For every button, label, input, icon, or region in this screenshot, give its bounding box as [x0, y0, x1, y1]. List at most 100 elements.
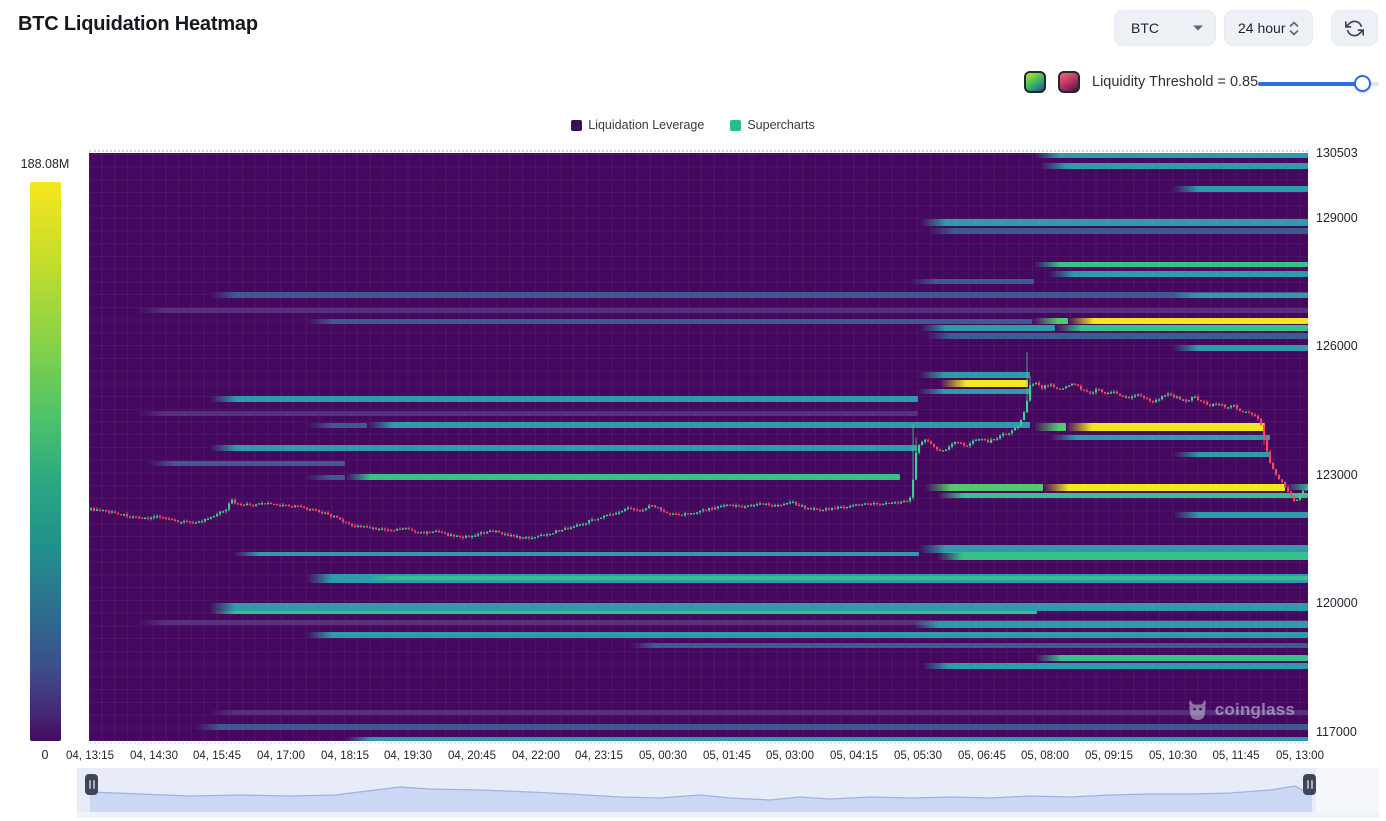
legend-item-1[interactable]: Supercharts — [730, 118, 815, 132]
heatmap-band — [629, 642, 1308, 648]
refresh-icon — [1345, 20, 1364, 36]
heatmap-band — [1040, 163, 1308, 169]
coinglass-logo-icon — [1188, 700, 1206, 720]
refresh-button[interactable] — [1331, 10, 1378, 46]
heatmap-band — [940, 379, 1028, 387]
heatmap-band — [919, 545, 1308, 554]
legend-swatch-icon — [571, 119, 583, 131]
liquidation-heatmap-plot[interactable]: coinglass — [89, 153, 1308, 741]
heatmap-band — [920, 325, 1055, 331]
time-axis-label: 05, 13:00 — [1276, 750, 1324, 762]
heatmap-band — [1172, 292, 1308, 298]
colorbar-max-label: 188.08M — [20, 157, 70, 171]
slider-thumb[interactable] — [1353, 75, 1371, 92]
time-axis-label: 05, 00:30 — [639, 750, 687, 762]
heatmap-band — [210, 445, 917, 452]
heatmap-band — [307, 318, 1032, 324]
candlestick-layer — [90, 352, 1308, 541]
symbol-select-value: BTC — [1131, 20, 1159, 36]
heatmap-band — [925, 333, 1308, 339]
heatmap-band — [1173, 451, 1270, 457]
time-axis-label: 05, 08:00 — [1021, 750, 1069, 762]
heatmap-band — [1043, 483, 1285, 491]
heatmap-band — [1173, 512, 1308, 519]
interval-select[interactable]: 24 hour — [1224, 10, 1313, 46]
time-axis-label: 04, 18:15 — [321, 750, 369, 762]
price-axis-label: 117000 — [1316, 725, 1357, 739]
heatmap-band — [306, 632, 1308, 639]
time-axis-label: 04, 17:00 — [257, 750, 305, 762]
plot-right-border — [1308, 153, 1310, 741]
heatmap-band — [1034, 153, 1308, 158]
slider-fill — [1258, 82, 1363, 86]
heatmap-band — [928, 228, 1308, 234]
time-axis-label: 04, 14:30 — [130, 750, 178, 762]
heatmap-band — [925, 483, 1043, 491]
legend-swatch-icon — [730, 119, 742, 131]
heatmap-band — [209, 610, 1037, 614]
heatmap-band — [918, 388, 1030, 394]
time-axis-label: 05, 03:00 — [766, 750, 814, 762]
colormap-swatch-red-icon[interactable] — [1058, 71, 1080, 93]
heatmap-band — [1032, 318, 1068, 324]
price-axis-label: 123000 — [1316, 468, 1358, 482]
symbol-select[interactable]: BTC — [1114, 10, 1216, 46]
heatmap-band — [195, 724, 1308, 731]
price-axis-label: 129000 — [1316, 211, 1358, 225]
time-axis-label: 04, 22:00 — [512, 750, 560, 762]
coinglass-watermark: coinglass — [1187, 699, 1295, 721]
time-axis-label: 05, 05:30 — [894, 750, 942, 762]
liquidity-threshold-slider[interactable] — [1258, 75, 1379, 92]
heatmap-band — [209, 603, 1308, 612]
colormap-swatch-green-icon[interactable] — [1024, 71, 1046, 93]
heatmap-band — [918, 372, 1030, 378]
heatmap-band — [1068, 318, 1308, 324]
heatmap-band — [210, 396, 918, 402]
time-axis-label: 04, 15:45 — [193, 750, 241, 762]
heatmap-band — [1055, 325, 1308, 331]
coinglass-watermark-text: coinglass — [1214, 700, 1295, 719]
heatmap-band — [1035, 655, 1308, 662]
heatmap-band — [1172, 345, 1308, 351]
heatmap-band — [138, 307, 1308, 313]
chevron-down-icon — [1193, 25, 1203, 31]
unfold-more-icon — [1289, 21, 1299, 35]
heatmap-band — [1050, 434, 1270, 440]
heatmap-band — [148, 460, 345, 466]
heatmap-band — [910, 278, 1034, 284]
interval-select-value: 24 hour — [1238, 20, 1286, 36]
heatmap-band — [345, 736, 1308, 741]
heatmap-band — [345, 474, 900, 481]
heatmap-band — [922, 663, 1308, 670]
chart-legend: Liquidation Leverage Supercharts — [0, 118, 1386, 132]
time-axis-label: 05, 10:30 — [1149, 750, 1197, 762]
time-axis-label: 05, 09:15 — [1085, 750, 1133, 762]
heatmap-band — [210, 292, 1308, 298]
heatmap-band — [1033, 423, 1066, 432]
time-axis-label: 04, 23:15 — [575, 750, 623, 762]
heatmap-band — [1066, 423, 1265, 432]
navigator-area-chart — [89, 785, 1313, 812]
heatmap-band — [1048, 271, 1308, 277]
price-axis-label: 126000 — [1316, 339, 1358, 353]
time-axis-label: 05, 11:45 — [1212, 750, 1260, 762]
time-axis-label: 05, 06:45 — [958, 750, 1006, 762]
price-axis-label: 130503 — [1316, 146, 1358, 160]
range-navigator[interactable] — [77, 768, 1379, 812]
legend-label: Liquidation Leverage — [588, 118, 705, 132]
navigator-left-handle[interactable] — [85, 774, 98, 795]
colorbar-min-label: 0 — [41, 748, 49, 762]
heatmap-band — [937, 552, 1308, 561]
heatmap-band — [138, 619, 1308, 625]
navigator-right-handle[interactable] — [1303, 774, 1316, 795]
heatmap-band — [367, 422, 1030, 429]
legend-label: Supercharts — [747, 118, 815, 132]
heatmap-band — [1034, 261, 1308, 267]
plot-top-border — [89, 150, 1308, 152]
heatmap-band — [366, 576, 1308, 581]
heatmap-bands-layer — [89, 153, 1308, 741]
time-axis-label: 04, 13:15 — [66, 750, 114, 762]
colorbar-gradient — [30, 182, 61, 741]
legend-item-0[interactable]: Liquidation Leverage — [571, 118, 704, 132]
